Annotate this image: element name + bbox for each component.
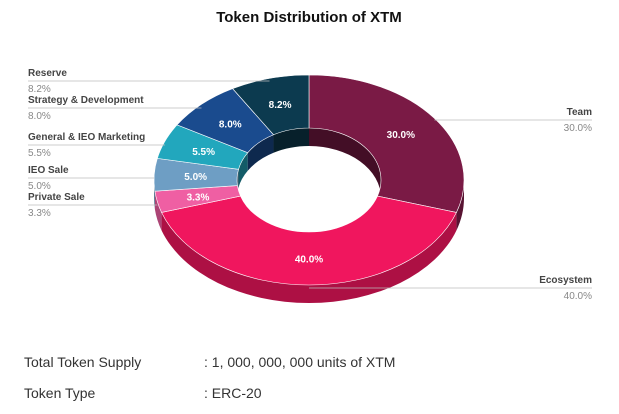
leader-lines <box>28 80 592 289</box>
slice-value-general-and-ieo-marketing: 5.5% <box>192 147 215 158</box>
slice-ecosystem <box>161 195 457 286</box>
label-value-ieo-sale: 5.0% <box>28 181 51 192</box>
slice-labels: Team 30.0% Ecosystem 40.0% Private Sale 3.3% I… <box>28 68 592 302</box>
slice-value-ieo-sale: 5.0% <box>184 172 207 183</box>
depth-team <box>456 180 464 231</box>
inner-wall-general-and-ieo-marketing-1 <box>238 152 248 188</box>
slice-value-team: 30.0% <box>387 130 415 141</box>
chart-title: Token Distribution of XTM <box>216 9 402 26</box>
token-type-row: Token Type : ERC-20 <box>24 385 262 401</box>
depth-private-sale <box>154 191 162 231</box>
inner-wall-strategy-and-development-1 <box>247 134 274 171</box>
inner-wall-reserve-1 <box>273 128 309 153</box>
inner-wall-team-0 <box>309 128 381 198</box>
label-name-private-sale: Private Sale <box>28 192 85 203</box>
depth-ecosystem <box>161 212 457 303</box>
label-value-ecosystem: 40.0% <box>564 291 592 302</box>
slice-value-private-sale: 3.3% <box>187 192 210 203</box>
slice-team <box>308 74 465 213</box>
label-name-ecosystem: Ecosystem <box>539 275 592 286</box>
label-value-private-sale: 3.3% <box>28 208 51 219</box>
slice-value-strategy-and-development: 8.0% <box>219 119 242 130</box>
label-name-reserve: Reserve <box>28 68 67 79</box>
label-value-reserve: 8.2% <box>28 84 51 95</box>
donut-slices: 30.0% 40.0% 3.3% 5.0% 5.5% 8.0% 8.2% <box>153 74 465 286</box>
slice-value-reserve: 8.2% <box>269 100 292 111</box>
label-value-team: 30.0% <box>564 123 592 134</box>
token-type-value: : ERC-20 <box>204 385 262 401</box>
label-value-strategy-and-development: 8.0% <box>28 111 51 122</box>
total-supply-row: Total Token Supply : 1, 000, 000, 000 uni… <box>24 354 395 370</box>
total-supply-value: : 1, 000, 000, 000 units of XTM <box>204 354 396 370</box>
slice-value-ecosystem: 40.0% <box>295 255 323 266</box>
label-name-ieo-sale: IEO Sale <box>28 165 69 176</box>
label-name-general-and-ieo-marketing: General & IEO Marketing <box>28 132 145 143</box>
label-name-team: Team <box>567 107 592 118</box>
total-supply-key: Total Token Supply <box>24 354 142 370</box>
slice-reserve <box>232 74 310 136</box>
label-value-general-and-ieo-marketing: 5.5% <box>28 148 51 159</box>
token-type-key: Token Type <box>24 385 96 401</box>
label-name-strategy-and-development: Strategy & Development <box>28 95 144 106</box>
